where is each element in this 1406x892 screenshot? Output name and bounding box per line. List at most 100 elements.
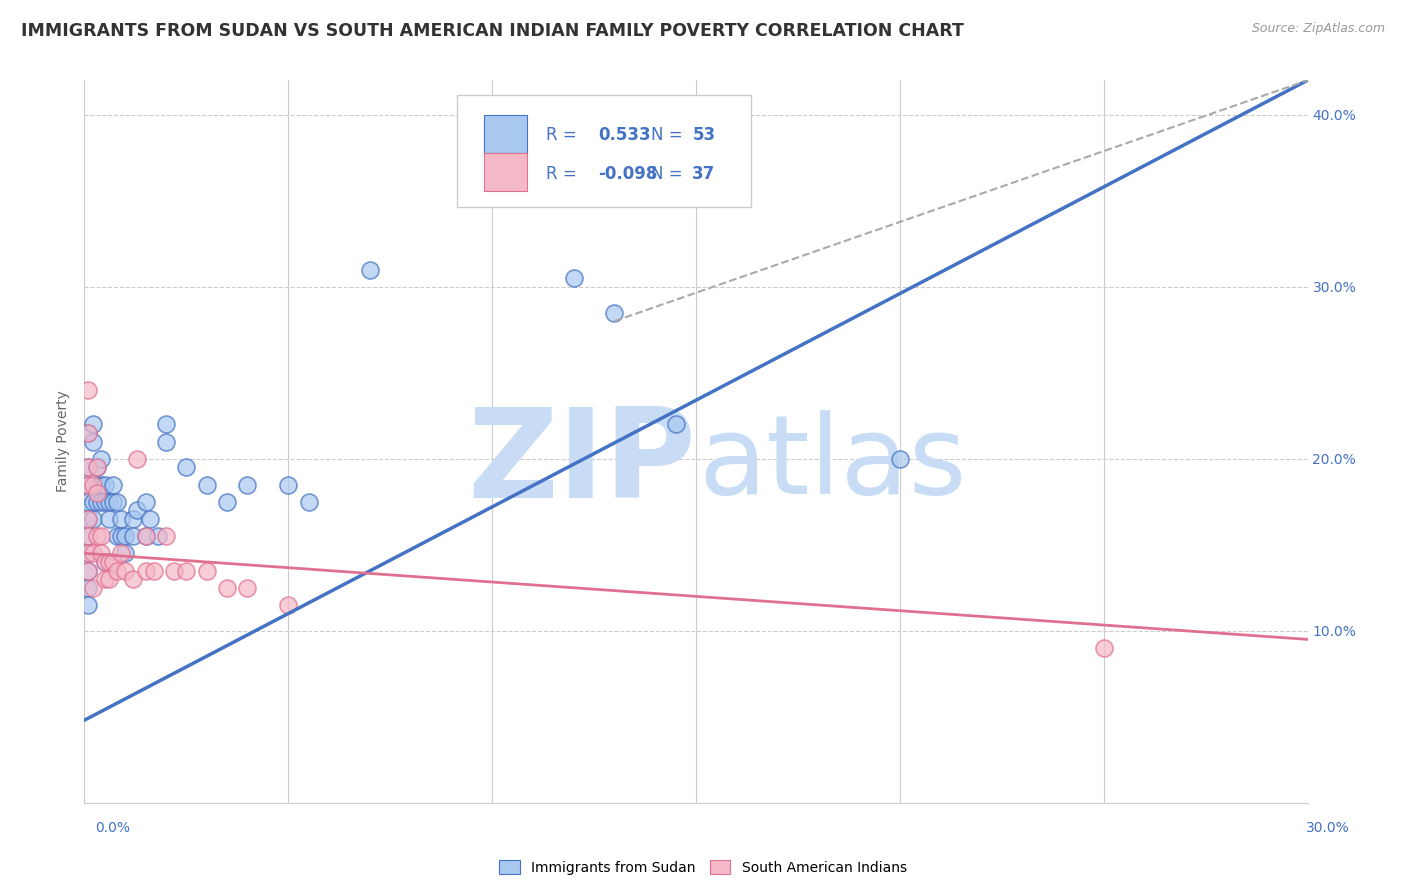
Point xyxy=(174,564,197,578)
FancyBboxPatch shape xyxy=(484,153,527,191)
Point xyxy=(82,581,104,595)
Point xyxy=(135,494,157,508)
Point xyxy=(97,555,120,569)
Point xyxy=(82,417,104,432)
Point xyxy=(93,555,115,569)
Text: 53: 53 xyxy=(692,126,716,145)
Point xyxy=(77,512,100,526)
Point xyxy=(1092,640,1115,655)
Point xyxy=(195,477,218,491)
Point xyxy=(90,529,112,543)
Point xyxy=(93,477,115,491)
Point xyxy=(114,529,136,543)
Point xyxy=(110,512,132,526)
Point xyxy=(82,477,104,491)
Point xyxy=(127,451,149,466)
Point xyxy=(77,383,100,397)
Point xyxy=(138,512,160,526)
Text: Source: ZipAtlas.com: Source: ZipAtlas.com xyxy=(1251,22,1385,36)
Point xyxy=(82,434,104,449)
Text: atlas: atlas xyxy=(699,409,967,516)
Point xyxy=(77,529,100,543)
Point xyxy=(562,271,585,285)
Point xyxy=(77,546,100,560)
Point xyxy=(77,477,100,491)
Point xyxy=(195,564,218,578)
Point xyxy=(155,434,177,449)
Point xyxy=(86,460,108,475)
Text: R =: R = xyxy=(546,126,576,145)
Point xyxy=(90,477,112,491)
Point xyxy=(135,564,157,578)
Point xyxy=(86,460,108,475)
Point xyxy=(110,546,132,560)
Point xyxy=(163,564,186,578)
Point xyxy=(665,417,688,432)
Point xyxy=(86,494,108,508)
Point xyxy=(105,494,128,508)
Point xyxy=(77,425,100,440)
Point xyxy=(110,529,132,543)
Point xyxy=(86,477,108,491)
Point xyxy=(114,564,136,578)
Point xyxy=(86,486,108,500)
Point xyxy=(90,494,112,508)
Point xyxy=(93,555,115,569)
Point xyxy=(97,494,120,508)
Text: N =: N = xyxy=(651,165,682,183)
Point xyxy=(114,546,136,560)
Point xyxy=(90,451,112,466)
Point xyxy=(277,598,299,612)
Point xyxy=(146,529,169,543)
Text: ZIP: ZIP xyxy=(467,402,696,524)
Point xyxy=(122,529,145,543)
Point xyxy=(217,494,239,508)
Text: N =: N = xyxy=(651,126,682,145)
Text: 30.0%: 30.0% xyxy=(1306,821,1350,835)
Point xyxy=(82,512,104,526)
Point xyxy=(77,564,100,578)
Point xyxy=(122,572,145,586)
Point xyxy=(142,564,165,578)
Point xyxy=(77,460,100,475)
Point xyxy=(77,581,100,595)
Point xyxy=(174,460,197,475)
Point xyxy=(889,451,911,466)
Point xyxy=(105,529,128,543)
Point xyxy=(101,477,124,491)
Point xyxy=(135,529,157,543)
Point xyxy=(82,494,104,508)
FancyBboxPatch shape xyxy=(484,115,527,153)
Point xyxy=(82,546,104,560)
Point xyxy=(101,494,124,508)
Point xyxy=(90,546,112,560)
Point xyxy=(122,512,145,526)
Point xyxy=(93,572,115,586)
Point xyxy=(77,425,100,440)
Point xyxy=(359,262,381,277)
Point xyxy=(77,598,100,612)
Point xyxy=(236,477,259,491)
Y-axis label: Family Poverty: Family Poverty xyxy=(56,391,70,492)
Point xyxy=(77,460,100,475)
Point xyxy=(236,581,259,595)
Point xyxy=(217,581,239,595)
Point xyxy=(77,564,100,578)
Point xyxy=(86,529,108,543)
Point xyxy=(97,512,120,526)
Point xyxy=(127,503,149,517)
Text: 0.533: 0.533 xyxy=(598,126,651,145)
Point xyxy=(155,417,177,432)
Point xyxy=(603,305,626,319)
Point xyxy=(298,494,321,508)
Point xyxy=(101,555,124,569)
Point xyxy=(135,529,157,543)
Text: 37: 37 xyxy=(692,165,716,183)
Legend: Immigrants from Sudan, South American Indians: Immigrants from Sudan, South American In… xyxy=(494,855,912,880)
Point xyxy=(77,529,100,543)
Text: IMMIGRANTS FROM SUDAN VS SOUTH AMERICAN INDIAN FAMILY POVERTY CORRELATION CHART: IMMIGRANTS FROM SUDAN VS SOUTH AMERICAN … xyxy=(21,22,965,40)
Text: -0.098: -0.098 xyxy=(598,165,658,183)
Text: R =: R = xyxy=(546,165,576,183)
Point xyxy=(77,512,100,526)
Point xyxy=(77,477,100,491)
